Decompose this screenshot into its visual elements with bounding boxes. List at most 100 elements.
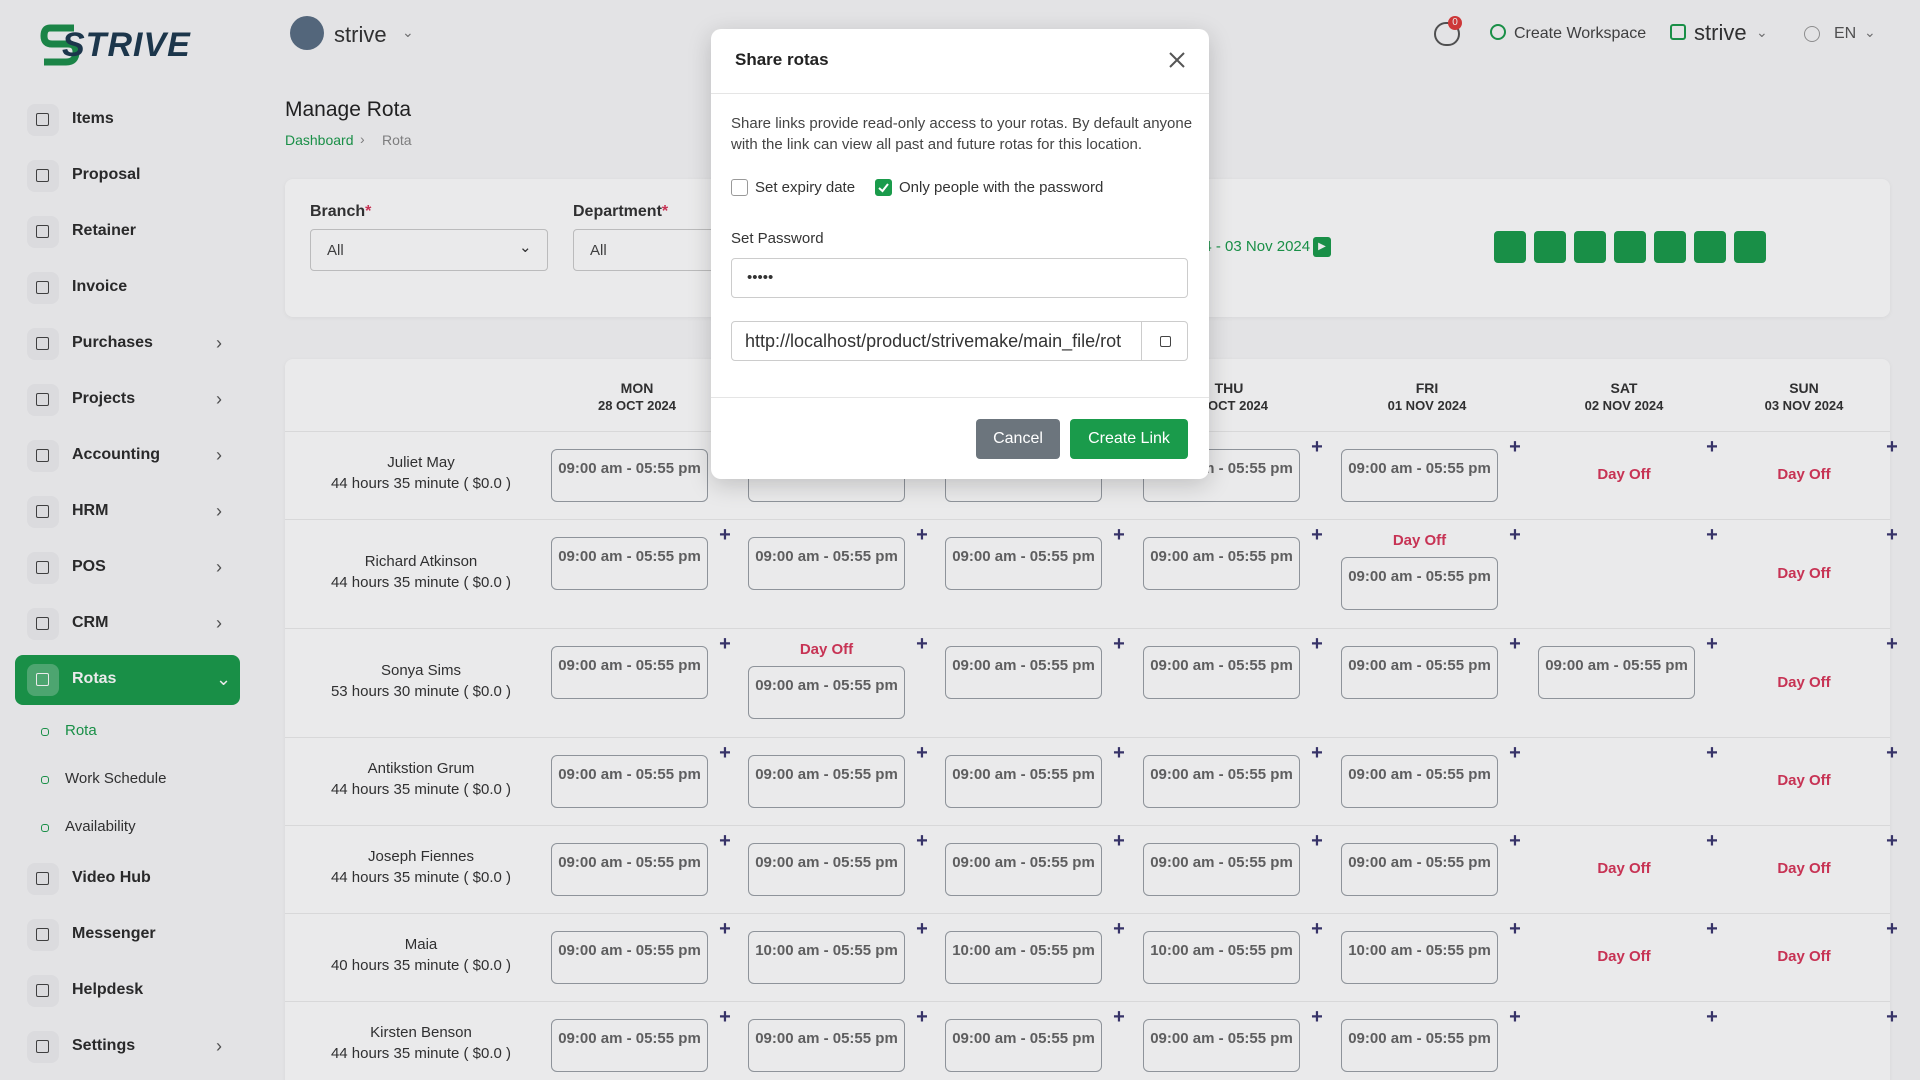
submenu-item[interactable]: Availability — [65, 818, 136, 835]
add-shift[interactable]: + — [916, 742, 928, 764]
shift[interactable]: 09:00 am - 05:55 pm — [551, 843, 708, 896]
add-shift[interactable]: + — [1706, 633, 1718, 655]
add-shift[interactable]: + — [1509, 436, 1521, 458]
toolbar-button[interactable] — [1654, 231, 1686, 263]
add-shift[interactable]: + — [1886, 1006, 1898, 1028]
add-shift[interactable]: + — [916, 918, 928, 940]
add-shift[interactable]: + — [1509, 1006, 1521, 1028]
shift[interactable]: 09:00 am - 05:55 pm — [1143, 1019, 1300, 1072]
add-shift[interactable]: + — [1311, 742, 1323, 764]
toolbar-button[interactable] — [1734, 231, 1766, 263]
add-shift[interactable]: + — [719, 918, 731, 940]
add-shift[interactable]: + — [1509, 830, 1521, 852]
shift[interactable]: 09:00 am - 05:55 pm — [551, 755, 708, 808]
add-shift[interactable]: + — [719, 524, 731, 546]
cancel-button[interactable]: Cancel — [976, 419, 1060, 459]
shift[interactable]: 09:00 am - 05:55 pm — [748, 755, 905, 808]
toolbar-button[interactable] — [1534, 231, 1566, 263]
menu-item[interactable]: Purchases — [72, 334, 153, 351]
add-shift[interactable]: + — [1886, 830, 1898, 852]
add-shift[interactable]: + — [719, 633, 731, 655]
add-shift[interactable]: + — [1113, 524, 1125, 546]
submenu-item[interactable]: Rota — [65, 722, 97, 739]
shift[interactable]: 09:00 am - 05:55 pm — [748, 666, 905, 719]
menu-item[interactable]: Items — [72, 110, 114, 127]
add-shift[interactable]: + — [1509, 524, 1521, 546]
add-shift[interactable]: + — [1509, 633, 1521, 655]
menu-item[interactable]: Helpdesk — [72, 981, 144, 998]
language[interactable]: EN — [1834, 25, 1857, 42]
add-shift[interactable]: + — [1706, 742, 1718, 764]
add-shift[interactable]: + — [1886, 742, 1898, 764]
add-shift[interactable]: + — [1886, 524, 1898, 546]
add-shift[interactable]: + — [1706, 524, 1718, 546]
menu-item[interactable]: Invoice — [72, 278, 128, 295]
shift[interactable]: 09:00 am - 05:55 pm — [551, 449, 708, 502]
toolbar-button[interactable] — [1494, 231, 1526, 263]
shift[interactable]: 09:00 am - 05:55 pm — [1341, 449, 1498, 502]
shift[interactable]: 09:00 am - 05:55 pm — [1538, 646, 1695, 699]
shift[interactable]: 09:00 am - 05:55 pm — [551, 537, 708, 590]
shift[interactable]: 09:00 am - 05:55 pm — [551, 646, 708, 699]
create-workspace[interactable]: Create Workspace — [1514, 25, 1647, 42]
toolbar-button[interactable] — [1574, 231, 1606, 263]
add-shift[interactable]: + — [1113, 633, 1125, 655]
menu-item[interactable]: CRM — [72, 614, 109, 631]
shift[interactable]: 10:00 am - 05:55 pm — [945, 931, 1102, 984]
shift[interactable]: 09:00 am - 05:55 pm — [748, 537, 905, 590]
shift[interactable]: 09:00 am - 05:55 pm — [945, 1019, 1102, 1072]
checkbox[interactable] — [875, 179, 892, 196]
add-shift[interactable]: + — [1886, 918, 1898, 940]
shift[interactable]: 10:00 am - 05:55 pm — [748, 931, 905, 984]
shift[interactable]: 10:00 am - 05:55 pm — [1143, 931, 1300, 984]
shift[interactable]: 09:00 am - 05:55 pm — [748, 1019, 905, 1072]
submenu-item[interactable]: Work Schedule — [65, 770, 167, 787]
menu-item[interactable]: Settings — [72, 1037, 136, 1054]
add-shift[interactable]: + — [916, 830, 928, 852]
add-shift[interactable]: + — [1886, 633, 1898, 655]
shift[interactable]: 09:00 am - 05:55 pm — [1143, 646, 1300, 699]
add-shift[interactable]: + — [1113, 918, 1125, 940]
shift[interactable]: 09:00 am - 05:55 pm — [551, 931, 708, 984]
password-input[interactable]: ••••• — [731, 258, 1188, 298]
add-shift[interactable]: + — [1311, 524, 1323, 546]
add-shift[interactable]: + — [1113, 742, 1125, 764]
shift[interactable]: 09:00 am - 05:55 pm — [1341, 1019, 1498, 1072]
messages-icon[interactable] — [1434, 22, 1460, 46]
shift[interactable]: 09:00 am - 05:55 pm — [1143, 537, 1300, 590]
shift[interactable]: 09:00 am - 05:55 pm — [1143, 755, 1300, 808]
workspace-switch[interactable]: strive — [1694, 20, 1747, 45]
add-shift[interactable]: + — [719, 830, 731, 852]
menu-item[interactable]: HRM — [72, 502, 109, 519]
shift[interactable]: 09:00 am - 05:55 pm — [945, 843, 1102, 896]
shift[interactable]: 10:00 am - 05:55 pm — [1341, 931, 1498, 984]
next-week-button[interactable]: ▶ — [1313, 237, 1331, 257]
add-shift[interactable]: + — [1311, 633, 1323, 655]
copy-button[interactable] — [1141, 322, 1187, 360]
breadcrumb-link[interactable]: Dashboard — [285, 132, 354, 148]
add-shift[interactable]: + — [1113, 830, 1125, 852]
add-shift[interactable]: + — [1706, 830, 1718, 852]
add-shift[interactable]: + — [916, 524, 928, 546]
add-shift[interactable]: + — [1706, 918, 1718, 940]
add-shift[interactable]: + — [719, 1006, 731, 1028]
add-shift[interactable]: + — [1311, 918, 1323, 940]
link-input[interactable]: http://localhost/product/strivemake/main… — [731, 321, 1188, 361]
add-shift[interactable]: + — [1509, 742, 1521, 764]
add-shift[interactable]: + — [1509, 918, 1521, 940]
add-shift[interactable]: + — [1311, 830, 1323, 852]
shift[interactable]: 09:00 am - 05:55 pm — [945, 537, 1102, 590]
add-shift[interactable]: + — [1113, 1006, 1125, 1028]
create-link-button[interactable]: Create Link — [1070, 419, 1188, 459]
toolbar-button[interactable] — [1694, 231, 1726, 263]
menu-item[interactable]: Proposal — [72, 166, 141, 183]
menu-item[interactable]: Rotas — [72, 670, 117, 687]
shift[interactable]: 09:00 am - 05:55 pm — [748, 843, 905, 896]
add-shift[interactable]: + — [719, 742, 731, 764]
menu-item[interactable]: Video Hub — [72, 869, 151, 886]
add-shift[interactable]: + — [1886, 436, 1898, 458]
workspace-selector[interactable]: strive ⌄ — [290, 16, 420, 54]
menu-item[interactable]: Accounting — [72, 446, 160, 463]
close-button[interactable] — [1168, 51, 1186, 69]
shift[interactable]: 09:00 am - 05:55 pm — [1341, 843, 1498, 896]
